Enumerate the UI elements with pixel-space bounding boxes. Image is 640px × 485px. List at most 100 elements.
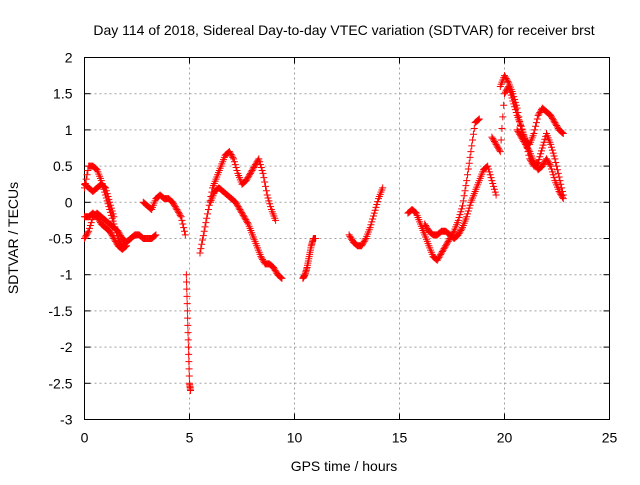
data-point [487,174,495,182]
data-point [199,232,207,240]
data-point [85,227,93,235]
data-point [204,206,212,214]
data-point [172,204,180,212]
data-point [454,231,462,239]
data-point [174,207,182,215]
data-point [237,207,245,215]
data-point [122,242,130,250]
data-point [267,203,275,211]
data-point [187,387,195,395]
data-point [247,168,255,176]
data-point [185,365,193,373]
data-point [455,229,463,237]
data-point [109,233,117,241]
data-point [271,266,279,274]
data-point [114,227,122,235]
data-point [92,165,100,173]
y-tick-label: -3 [60,412,73,428]
x-tick-label: 5 [186,430,194,446]
data-point [371,206,379,214]
data-point [82,175,90,183]
data-point [485,165,493,173]
data-point [545,159,553,167]
data-point [183,285,191,293]
data-point [520,137,528,145]
data-point [511,98,519,106]
data-point [522,142,530,150]
data-point [558,128,566,136]
data-point [550,174,558,182]
series-track-h [207,184,286,282]
data-point [513,104,521,112]
data-point [466,201,474,209]
series-track-c [81,209,130,253]
series-track-e [139,191,189,239]
data-point [81,233,89,241]
data-point [242,177,250,185]
data-point [83,230,91,238]
data-point [552,120,560,128]
data-point [121,243,129,251]
data-point [443,239,451,247]
data-point [423,224,431,232]
data-point [539,141,547,149]
data-point [232,164,240,172]
data-point [532,119,540,127]
data-point [150,232,158,240]
data-point [345,231,353,239]
data-point [519,136,527,144]
data-point [494,143,502,151]
data-point [200,227,208,235]
data-point [488,133,496,141]
data-point [468,142,476,150]
data-point [257,164,265,172]
data-point [459,202,466,210]
data-point [548,146,556,154]
data-point [462,182,470,190]
data-point [559,195,567,203]
data-point [248,166,256,174]
y-tick-label: -0.5 [48,231,72,247]
data-point [374,198,382,206]
data-point [312,235,319,242]
data-point [440,245,448,253]
points-layer [81,72,567,395]
data-point [242,216,250,224]
data-point [93,213,101,221]
data-point [243,219,251,227]
data-point [176,211,184,219]
data-point [366,224,374,232]
data-point [497,136,505,144]
data-point [538,144,546,152]
data-point [441,243,449,251]
data-point [467,148,475,156]
data-point [411,208,419,216]
data-point [486,171,494,179]
series-track-k [404,115,483,264]
data-point [258,254,266,262]
data-point [515,129,523,137]
x-axis-label: GPS time / hours [291,458,398,474]
data-point [514,109,522,117]
data-point [115,229,123,237]
data-point [459,197,467,205]
y-tick-label: -2.5 [48,375,72,391]
data-point [548,143,556,151]
data-point [463,177,471,185]
y-tick-label: 0.5 [53,158,73,174]
data-point [241,214,249,222]
data-point [277,274,285,282]
data-point [243,217,251,225]
data-point [557,180,565,188]
y-tick-label: -1 [60,267,73,283]
data-point [265,197,273,205]
data-point [536,109,544,117]
series-track-n [496,72,567,148]
x-tick-label: 20 [497,430,513,446]
data-point [509,90,517,98]
data-point [466,153,474,161]
data-point [492,191,500,199]
data-point [443,240,451,248]
data-point [106,198,114,206]
